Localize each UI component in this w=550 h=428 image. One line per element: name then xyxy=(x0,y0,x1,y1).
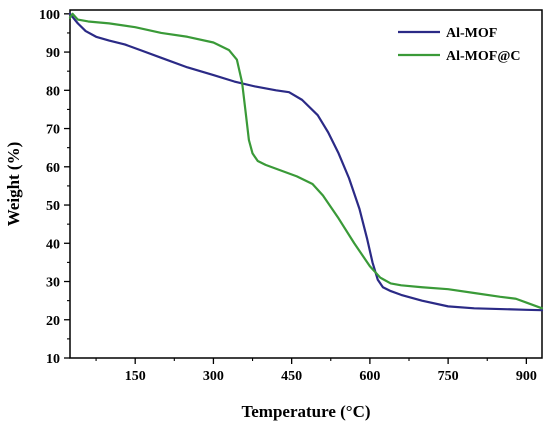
y-tick-label: 80 xyxy=(46,84,60,99)
y-tick-label: 90 xyxy=(46,46,60,61)
plot-frame xyxy=(69,9,543,359)
axis-ticks xyxy=(64,13,528,364)
x-axis-title: Temperature (°C) xyxy=(241,402,370,421)
x-tick-label: 150 xyxy=(125,369,146,384)
x-tick-label: 750 xyxy=(438,369,459,384)
y-tick-label: 40 xyxy=(46,237,60,252)
y-tick-label: 30 xyxy=(46,276,60,291)
legend-label-al-mof: Al-MOF xyxy=(446,26,497,41)
x-tick-label: 600 xyxy=(359,369,380,384)
x-tick-label: 300 xyxy=(203,369,224,384)
y-tick-label: 70 xyxy=(46,123,60,138)
series-line-al-mof xyxy=(68,12,544,312)
y-axis-title: Weight (%) xyxy=(4,142,23,227)
x-tick-label: 450 xyxy=(281,369,302,384)
legend-label-al-mof-c: Al-MOF@C xyxy=(446,49,520,64)
axis-tick-labels: 150 300 450 600 750 900 10 20 30 40 50 60 70 80 90 100 xyxy=(39,8,537,384)
y-tick-label: 20 xyxy=(46,314,60,329)
y-tick-label: 50 xyxy=(46,199,60,214)
x-tick-label: 900 xyxy=(516,369,537,384)
series-lines xyxy=(68,12,544,312)
y-tick-label: 100 xyxy=(39,8,60,23)
series-line-al-mof-c xyxy=(68,12,544,310)
y-tick-label: 10 xyxy=(46,352,60,367)
y-tick-label: 60 xyxy=(46,161,60,176)
legend: Al-MOF Al-MOF@C xyxy=(398,26,520,64)
